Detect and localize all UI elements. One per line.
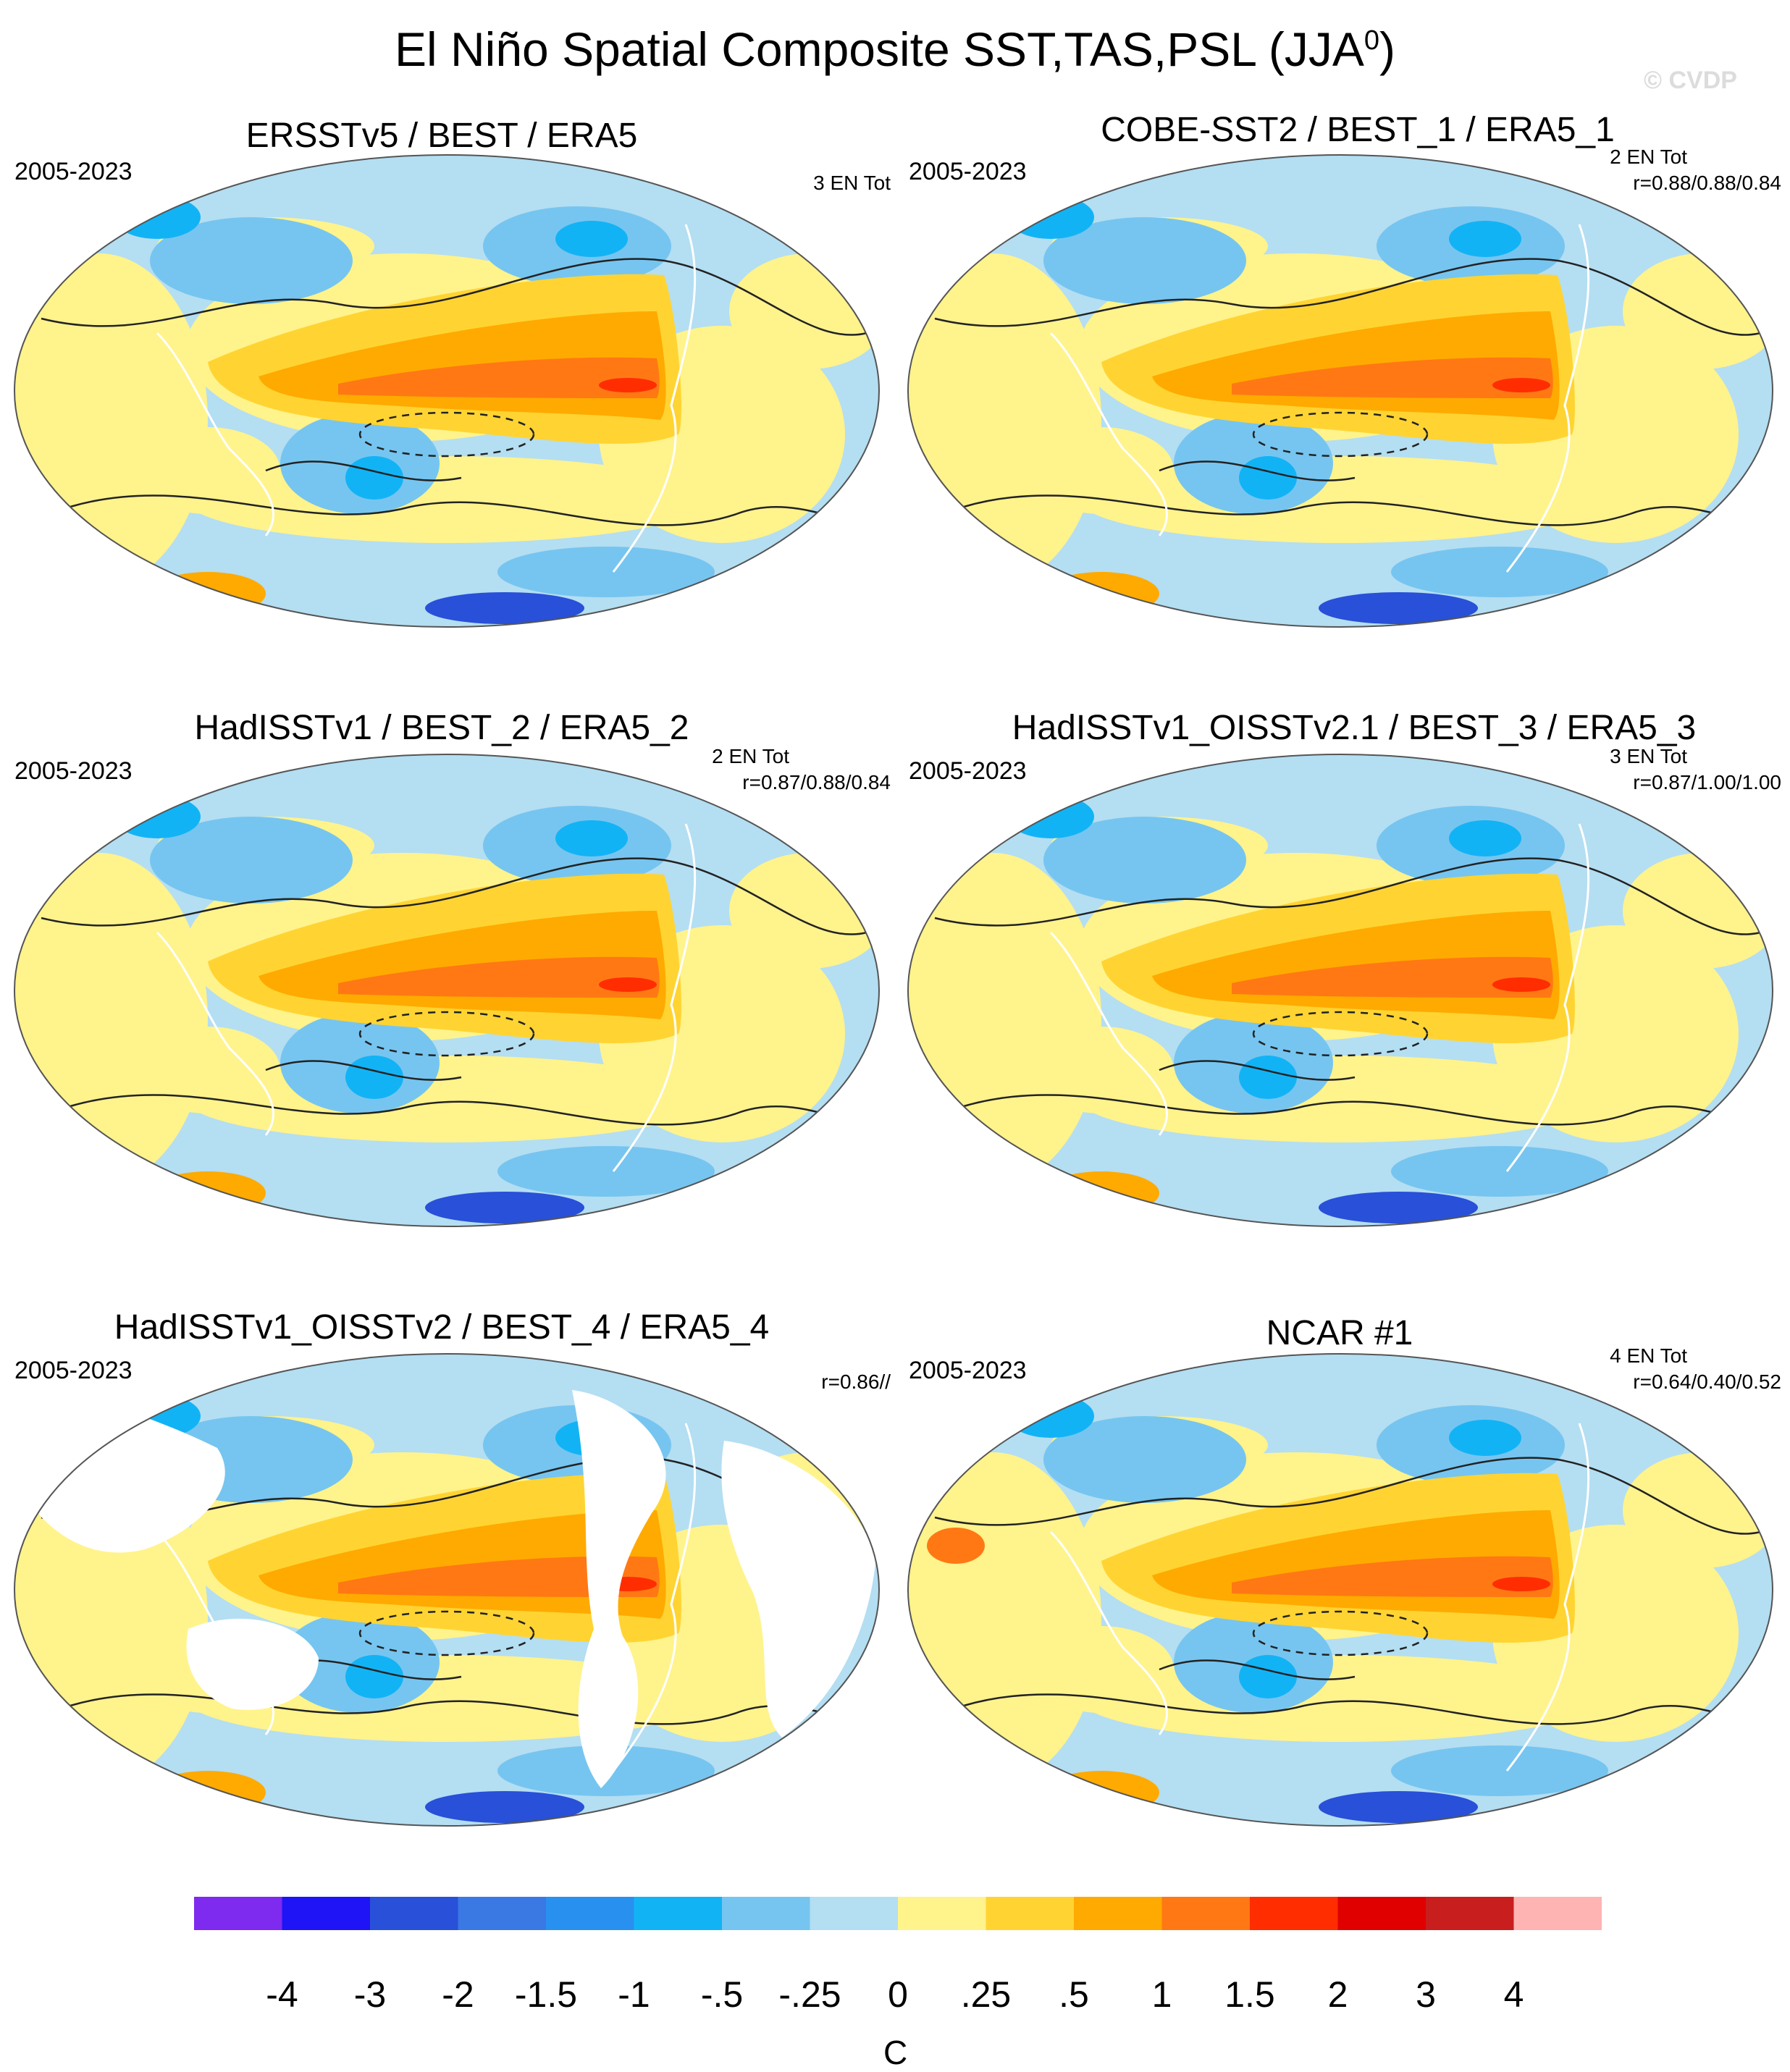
colorbar-tick-label: 2	[1327, 1974, 1348, 2015]
colorbar-bin	[1513, 1897, 1602, 1930]
colorbar-tick-label: .25	[960, 1974, 1012, 2015]
colorbar-tick-label: -.5	[700, 1974, 744, 2015]
colorbar-bin	[1426, 1897, 1514, 1930]
colorbar-tick-label: 0	[888, 1974, 908, 2015]
panel-2-event-count: 2 EN Tot	[1610, 146, 1687, 168]
colorbar-bin	[722, 1897, 810, 1930]
panel-5-map	[14, 1354, 879, 1826]
panel-3-period: 2005-2023	[14, 757, 133, 785]
panel-1-event-count: 3 EN Tot	[813, 172, 891, 194]
panel-6-event-count: 4 EN Tot	[1610, 1344, 1687, 1367]
panel-2-map	[908, 155, 1773, 627]
panel-5-period: 2005-2023	[14, 1357, 133, 1384]
colorbar-tick-label: -1	[618, 1974, 650, 2015]
colorbar-tick-label: 1	[1151, 1974, 1172, 2015]
panel-4-event-count: 3 EN Tot	[1610, 745, 1687, 767]
colorbar-tick-label: -2	[442, 1974, 474, 2015]
panel-4-map	[908, 754, 1773, 1226]
colorbar-bin	[1074, 1897, 1162, 1930]
colorbar-tick-label: 1.5	[1224, 1974, 1275, 2015]
colorbar-tick-label: -3	[353, 1974, 387, 2015]
panel-5-title: HadISSTv1_OISSTv2 / BEST_4 / ERA5_4	[114, 1308, 770, 1347]
panel-2-title: COBE-SST2 / BEST_1 / ERA5_1	[1101, 111, 1615, 149]
panel-4-title: HadISSTv1_OISSTv2.1 / BEST_3 / ERA5_3	[1012, 709, 1697, 747]
cvdp-watermark: © CVDP	[1644, 67, 1737, 94]
colorbar-bin	[986, 1897, 1074, 1930]
panel-3-event-count: 2 EN Tot	[712, 745, 789, 767]
colorbar-bin	[546, 1897, 634, 1930]
colorbar-tick-label: -1.5	[514, 1974, 578, 2015]
colorbar-bin	[282, 1897, 370, 1930]
panel-6-correlation: r=0.64/0.40/0.52	[1633, 1370, 1781, 1393]
panel-4-correlation: r=0.87/1.00/1.00	[1633, 771, 1781, 793]
colorbar-tick-label: 3	[1416, 1974, 1436, 2015]
panel-2-correlation: r=0.88/0.88/0.84	[1633, 172, 1781, 194]
panel-3-correlation: r=0.87/0.88/0.84	[742, 771, 891, 793]
colorbar-bin	[1161, 1897, 1250, 1930]
colorbar-bin	[1337, 1897, 1426, 1930]
panel-6-map	[908, 1354, 1773, 1826]
colorbar-bin	[194, 1897, 282, 1930]
panel-2-period: 2005-2023	[909, 158, 1027, 185]
colorbar-tick-label: -.25	[778, 1974, 841, 2015]
panel-1-period: 2005-2023	[14, 158, 133, 185]
colorbar-bin	[1250, 1897, 1338, 1930]
colorbar-bin	[370, 1897, 458, 1930]
panel-3-title: HadISSTv1 / BEST_2 / ERA5_2	[194, 709, 689, 747]
colorbar-tick-label: -4	[266, 1974, 298, 2015]
colorbar	[194, 1897, 1602, 1930]
colorbar-bin	[634, 1897, 722, 1930]
colorbar-units: C	[883, 2034, 908, 2071]
panel-1-title: ERSSTv5 / BEST / ERA5	[245, 117, 638, 155]
colorbar-bin	[458, 1897, 546, 1930]
panel-6-period: 2005-2023	[909, 1357, 1027, 1384]
figure-title: El Niño Spatial Composite SST,TAS,PSL (J…	[395, 22, 1395, 76]
colorbar-tick-label: 4	[1503, 1974, 1524, 2015]
panel-1-map	[14, 155, 879, 627]
colorbar-bin	[810, 1897, 898, 1930]
panel-5-correlation: r=0.86//	[821, 1370, 891, 1393]
panel-6-title: NCAR #1	[1266, 1314, 1413, 1352]
colorbar-tick-label: .5	[1059, 1974, 1089, 2015]
panel-3-map	[14, 754, 879, 1226]
colorbar-bin	[898, 1897, 986, 1930]
panel-4-period: 2005-2023	[909, 757, 1027, 785]
